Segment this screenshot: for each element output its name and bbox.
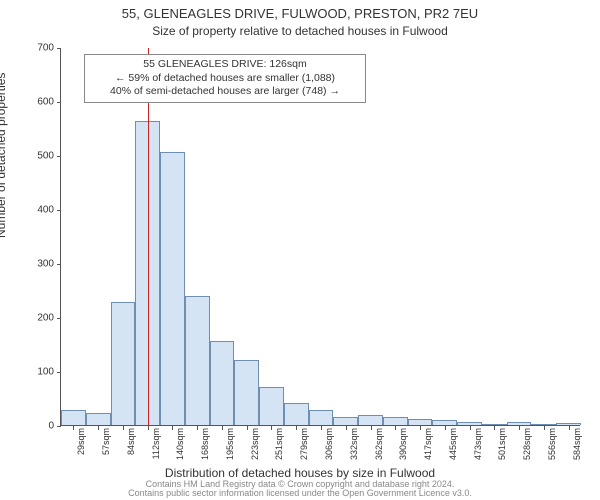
x-tick-mark <box>73 426 74 430</box>
x-tick-mark <box>123 426 124 430</box>
x-tick-mark <box>321 426 322 430</box>
y-tick-label: 0 <box>24 421 54 432</box>
histogram-bar <box>111 302 136 425</box>
annotation-line: ← 59% of detached houses are smaller (1,… <box>91 72 359 86</box>
x-tick-label: 445sqm <box>448 428 458 460</box>
x-tick-mark <box>420 426 421 430</box>
x-tick-label: 556sqm <box>547 428 557 460</box>
y-tick-label: 200 <box>24 313 54 324</box>
x-tick-mark <box>98 426 99 430</box>
histogram-bar <box>284 403 309 425</box>
histogram-bar <box>185 296 210 425</box>
histogram-bar <box>210 341 235 425</box>
y-tick-mark <box>57 102 61 103</box>
x-tick-mark <box>271 426 272 430</box>
histogram-bar <box>457 422 482 425</box>
histogram-bar <box>160 152 185 425</box>
histogram-bar <box>86 413 111 425</box>
x-tick-label: 140sqm <box>175 428 185 460</box>
histogram-bar <box>333 417 358 425</box>
annotation-line: 55 GLENEAGLES DRIVE: 126sqm <box>91 58 359 72</box>
x-tick-mark <box>544 426 545 430</box>
y-tick-label: 100 <box>24 367 54 378</box>
x-tick-label: 112sqm <box>151 428 161 459</box>
chart-container: 55, GLENEAGLES DRIVE, FULWOOD, PRESTON, … <box>0 0 600 500</box>
x-tick-label: 584sqm <box>572 428 582 460</box>
histogram-bar <box>358 415 383 425</box>
annotation-line: 40% of semi-detached houses are larger (… <box>91 85 359 99</box>
x-tick-mark <box>247 426 248 430</box>
x-tick-label: 501sqm <box>497 428 507 460</box>
x-tick-label: 362sqm <box>374 428 384 460</box>
x-tick-label: 473sqm <box>473 428 483 460</box>
x-tick-mark <box>494 426 495 430</box>
x-tick-label: 279sqm <box>299 428 309 460</box>
y-tick-mark <box>57 156 61 157</box>
y-tick-label: 500 <box>24 151 54 162</box>
y-tick-label: 300 <box>24 259 54 270</box>
x-tick-label: 195sqm <box>225 428 235 460</box>
y-tick-mark <box>57 318 61 319</box>
x-tick-mark <box>470 426 471 430</box>
x-tick-label: 306sqm <box>324 428 334 460</box>
x-axis-label: Distribution of detached houses by size … <box>0 466 600 480</box>
chart-footer: Contains HM Land Registry data © Crown c… <box>0 480 600 498</box>
x-tick-mark <box>346 426 347 430</box>
footer-line2: Contains public sector information licen… <box>128 488 472 498</box>
y-axis-label: Number of detached properties <box>0 73 8 238</box>
x-tick-mark <box>445 426 446 430</box>
histogram-bar <box>383 417 408 425</box>
x-tick-mark <box>395 426 396 430</box>
y-tick-mark <box>57 426 61 427</box>
y-tick-label: 700 <box>24 43 54 54</box>
histogram-bar <box>259 387 284 425</box>
y-tick-mark <box>57 48 61 49</box>
x-tick-label: 528sqm <box>522 428 532 460</box>
property-marker-line <box>148 48 149 425</box>
x-tick-label: 29sqm <box>76 428 86 455</box>
plot-area: 010020030040050060070029sqm57sqm84sqm112… <box>60 48 580 426</box>
y-tick-mark <box>57 372 61 373</box>
x-tick-label: 168sqm <box>200 428 210 460</box>
x-tick-mark <box>222 426 223 430</box>
chart-title-line1: 55, GLENEAGLES DRIVE, FULWOOD, PRESTON, … <box>0 6 600 21</box>
y-tick-label: 400 <box>24 205 54 216</box>
y-tick-mark <box>57 210 61 211</box>
histogram-bar <box>408 419 433 425</box>
x-tick-label: 57sqm <box>101 428 111 455</box>
x-tick-label: 223sqm <box>250 428 260 460</box>
x-tick-mark <box>172 426 173 430</box>
annotation-box: 55 GLENEAGLES DRIVE: 126sqm← 59% of deta… <box>84 54 366 103</box>
histogram-bar <box>531 424 556 425</box>
x-tick-mark <box>197 426 198 430</box>
histogram-bar <box>507 422 532 425</box>
x-tick-label: 417sqm <box>423 428 433 460</box>
x-tick-mark <box>371 426 372 430</box>
histogram-bar <box>234 360 259 425</box>
x-tick-label: 332sqm <box>349 428 359 460</box>
x-tick-label: 84sqm <box>126 428 136 455</box>
histogram-bar <box>61 410 86 425</box>
x-tick-mark <box>569 426 570 430</box>
x-tick-mark <box>519 426 520 430</box>
x-tick-label: 251sqm <box>274 428 284 460</box>
y-tick-mark <box>57 264 61 265</box>
histogram-bar <box>309 410 334 425</box>
y-tick-label: 600 <box>24 97 54 108</box>
histogram-bar <box>556 423 581 425</box>
x-tick-mark <box>296 426 297 430</box>
x-tick-mark <box>148 426 149 430</box>
histogram-bar <box>482 424 507 425</box>
x-tick-label: 390sqm <box>398 428 408 460</box>
histogram-bar <box>432 420 457 425</box>
chart-title-line2: Size of property relative to detached ho… <box>0 24 600 38</box>
